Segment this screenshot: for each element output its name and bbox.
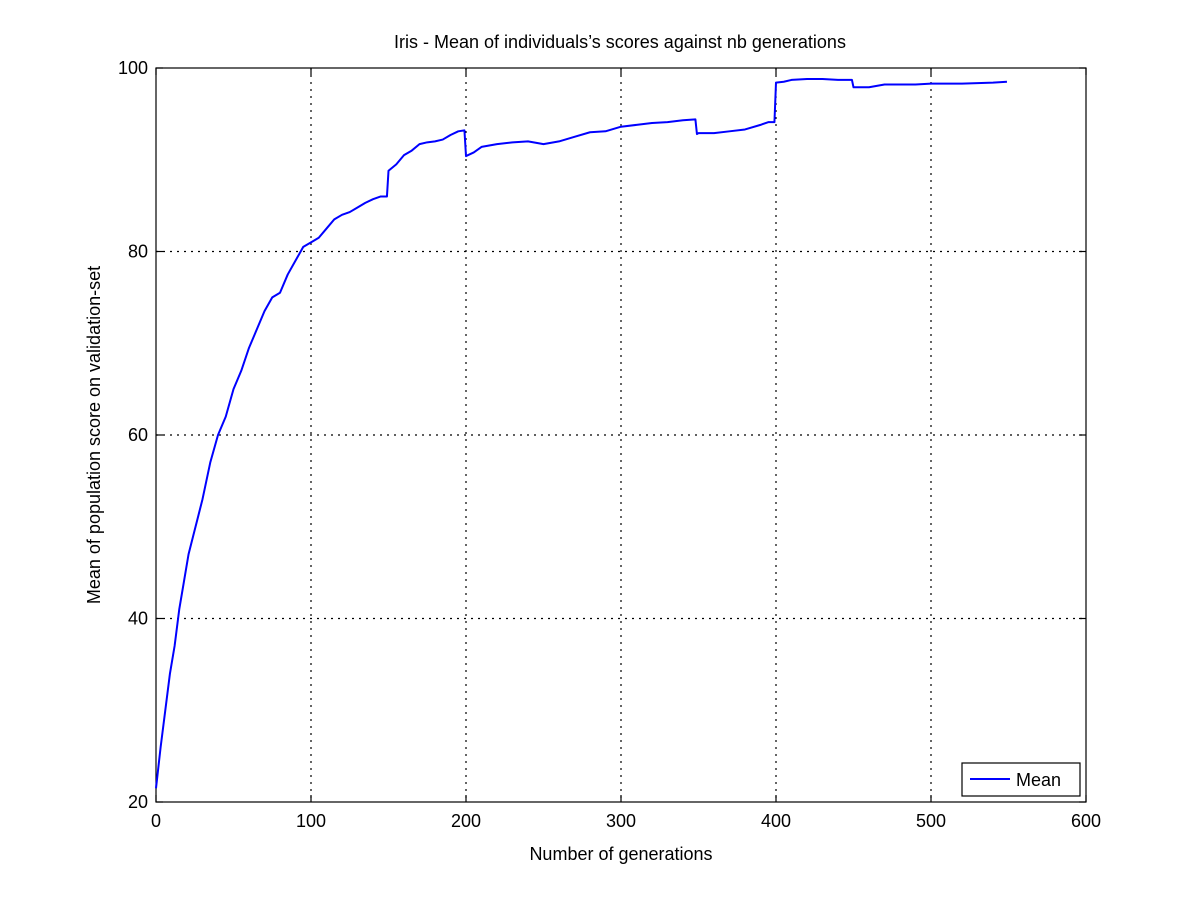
y-tick-label: 20	[128, 792, 148, 812]
y-axis-label: Mean of population score on validation-s…	[84, 266, 104, 604]
x-tick-label: 600	[1071, 811, 1101, 831]
x-tick-label: 500	[916, 811, 946, 831]
y-tick-label: 40	[128, 609, 148, 629]
x-tick-label: 100	[296, 811, 326, 831]
y-tick-label: 60	[128, 425, 148, 445]
legend-label-mean: Mean	[1016, 770, 1061, 790]
x-tick-label: 200	[451, 811, 481, 831]
y-tick-labels: 20 40 60 80 100	[118, 58, 148, 812]
x-axis-label: Number of generations	[529, 844, 712, 864]
x-tick-label: 400	[761, 811, 791, 831]
series-group	[155, 78, 1008, 789]
axis-ticks	[155, 67, 1087, 803]
y-tick-label: 80	[128, 242, 148, 262]
chart-title: Iris - Mean of individuals’s scores agai…	[394, 32, 846, 52]
series-line-mean	[155, 78, 1008, 789]
legend: Mean	[961, 762, 1081, 797]
x-tick-labels: 0 100 200 300 400 500 600	[151, 811, 1101, 831]
x-tick-label: 0	[151, 811, 161, 831]
y-tick-label: 100	[118, 58, 148, 78]
grid	[156, 68, 1086, 802]
x-tick-label: 300	[606, 811, 636, 831]
